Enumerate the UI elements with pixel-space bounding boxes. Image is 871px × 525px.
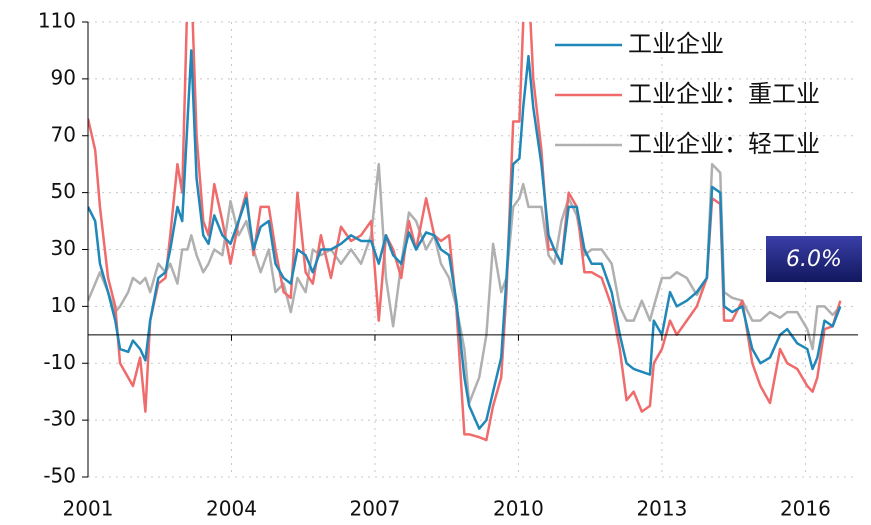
legend-label: 工业企业 [628,30,724,58]
x-tick-label: 2013 [636,497,687,521]
x-tick-label: 2016 [780,497,831,521]
y-tick-label: -30 [43,407,76,431]
x-tick-label: 2010 [493,497,544,521]
x-tick-label: 2007 [350,497,401,521]
y-tick-label: 70 [51,122,76,146]
y-tick-label: 10 [51,293,76,317]
y-tick-label: 110 [38,9,76,33]
axes: -50 -30 -10 10 30 50 70 90 110 2001 2004 2007 2010 20… [38,9,858,521]
y-tick-label: -10 [43,350,76,374]
legend-label: 工业企业：重工业 [628,80,820,108]
y-tick-label: 90 [51,65,76,89]
x-tick-label: 2004 [206,497,257,521]
annotation: 6.0% [786,247,842,272]
x-tick-label: 2001 [63,497,114,521]
annotation-box [766,236,862,282]
legend-label: 工业企业：轻工业 [628,130,820,158]
y-tick-label: 50 [51,179,76,203]
y-tick-label: 30 [51,236,76,260]
series-line [88,49,842,430]
y-tick-label: -50 [43,464,76,488]
plot-area [88,22,842,442]
